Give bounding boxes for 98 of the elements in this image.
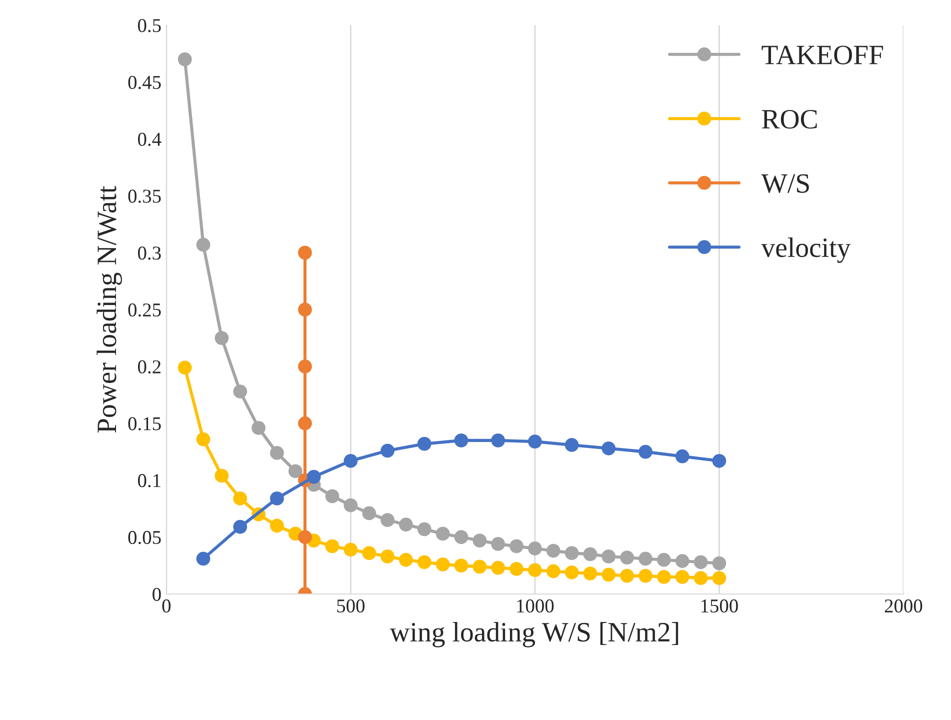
point <box>362 506 376 520</box>
y-tick-label: 0.1 <box>138 474 160 488</box>
point <box>196 238 210 252</box>
point <box>233 491 248 506</box>
point <box>528 563 542 578</box>
point <box>546 544 560 558</box>
point <box>564 546 579 560</box>
x-tick-label: 1500 <box>701 599 738 613</box>
point <box>454 433 468 448</box>
point <box>712 454 726 468</box>
point <box>325 539 340 554</box>
point <box>196 552 210 566</box>
legend-label: TAKEOFF <box>762 46 884 64</box>
legend-label: W/S <box>761 174 809 194</box>
point <box>270 446 284 460</box>
point <box>712 571 726 586</box>
point <box>344 454 358 468</box>
point <box>270 518 284 533</box>
point <box>638 552 652 566</box>
point <box>298 302 312 317</box>
y-tick-label: 0.15 <box>128 417 161 430</box>
x-tick-label: 500 <box>337 599 365 613</box>
point <box>694 571 708 586</box>
point <box>325 489 340 504</box>
point <box>564 438 579 452</box>
y-tick-label: 0.45 <box>128 76 161 90</box>
point <box>362 546 376 560</box>
x-tick-label: 2000 <box>884 599 922 613</box>
point <box>656 552 671 567</box>
point <box>399 552 413 567</box>
point <box>380 513 394 527</box>
point <box>344 542 358 557</box>
x-tick-label: 1000 <box>517 599 554 613</box>
point <box>510 539 524 554</box>
point <box>583 547 598 562</box>
point <box>620 550 634 565</box>
point <box>656 570 671 584</box>
point <box>602 550 616 564</box>
point <box>694 555 708 570</box>
point <box>491 560 506 575</box>
point <box>675 554 690 568</box>
point <box>178 360 192 375</box>
y-axis-title: Power loading N/Watt <box>96 186 122 433</box>
legend-label: ROC <box>762 110 817 129</box>
point <box>564 565 579 580</box>
point <box>638 568 652 583</box>
point <box>528 434 542 449</box>
y-tick-label: 0.5 <box>138 19 161 32</box>
point <box>417 436 432 451</box>
point <box>675 449 690 464</box>
point <box>417 522 432 536</box>
point <box>233 384 248 398</box>
y-tick-label: 0.2 <box>138 360 160 374</box>
point <box>472 534 487 548</box>
point <box>344 498 358 512</box>
point <box>298 360 312 374</box>
point <box>417 555 432 570</box>
point <box>233 520 248 534</box>
point <box>454 530 468 544</box>
point <box>472 560 487 574</box>
point <box>298 416 312 430</box>
point <box>491 433 506 448</box>
point <box>583 566 598 580</box>
y-tick-label: 0.4 <box>138 132 162 146</box>
point <box>638 444 652 459</box>
point <box>528 542 542 556</box>
y-tick-label: 0.05 <box>128 530 161 544</box>
point <box>270 491 284 506</box>
point <box>214 468 229 483</box>
point <box>288 464 302 478</box>
point <box>380 444 394 458</box>
y-tick-label: 0.25 <box>128 303 161 317</box>
point <box>491 537 506 551</box>
point <box>306 470 321 484</box>
point <box>436 557 450 572</box>
point <box>712 556 726 570</box>
y-tick-label: 0.35 <box>128 190 161 203</box>
point <box>454 558 468 573</box>
point <box>298 530 312 544</box>
x-axis-title: wing loading W/S [N/m2] <box>390 622 678 648</box>
legend-label: velocity <box>761 238 851 263</box>
y-tick-label: 0.3 <box>138 246 161 260</box>
point <box>436 526 450 541</box>
point <box>399 518 413 532</box>
point <box>620 568 634 583</box>
point <box>602 568 616 582</box>
point <box>510 562 524 576</box>
point <box>380 550 394 564</box>
y-tick-label: 0 <box>152 588 161 601</box>
point <box>675 570 690 584</box>
x-tick-label: 0 <box>162 599 171 613</box>
point <box>602 441 616 456</box>
point <box>214 331 229 345</box>
point <box>196 432 210 446</box>
point <box>252 420 266 435</box>
point <box>546 564 560 578</box>
point <box>298 246 312 260</box>
point <box>178 52 192 66</box>
